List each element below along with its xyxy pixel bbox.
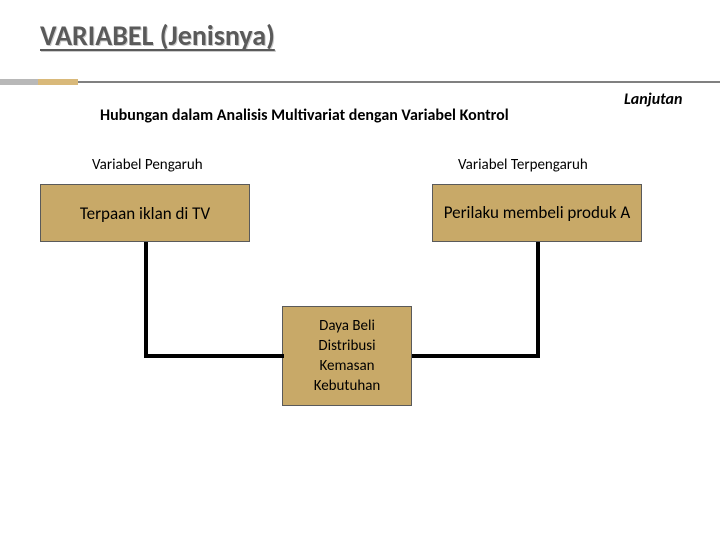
page-title: VARIABEL (Jenisnya) [40, 18, 275, 53]
divider-seg2 [38, 79, 78, 85]
node-kontrol: Daya Beli Distribusi Kemasan Kebutuhan [282, 306, 412, 406]
header-divider [0, 78, 720, 86]
edge-right-vertical [536, 242, 540, 358]
divider-seg3 [78, 81, 720, 83]
node-terpaan-iklan: Terpaan iklan di TV [40, 184, 250, 242]
diagram-subtitle: Hubungan dalam Analisis Multivariat deng… [100, 106, 509, 125]
node-perilaku-membeli: Perilaku membeli produk A [432, 184, 642, 242]
continuation-label: Lanjutan [624, 90, 694, 109]
node-terpaan-iklan-text: Terpaan iklan di TV [80, 203, 210, 224]
label-variabel-terpengaruh: Variabel Terpengaruh [458, 156, 588, 174]
node-kontrol-line3: Kemasan [319, 356, 374, 376]
node-perilaku-membeli-text: Perilaku membeli produk A [444, 202, 631, 223]
node-kontrol-line1: Daya Beli [319, 316, 375, 336]
node-kontrol-line2: Distribusi [318, 336, 375, 356]
edge-left-vertical [144, 242, 148, 358]
node-kontrol-line4: Kebutuhan [314, 376, 381, 396]
edge-right-horizontal [412, 354, 540, 358]
label-variabel-pengaruh: Variabel Pengaruh [92, 156, 203, 174]
edge-left-horizontal [144, 354, 284, 358]
divider-seg1 [0, 79, 38, 85]
